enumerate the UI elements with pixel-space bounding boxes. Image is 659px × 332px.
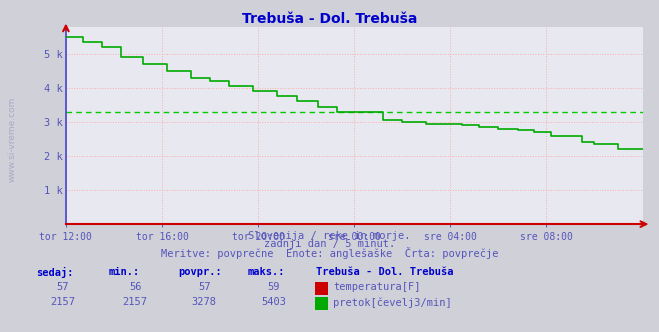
Text: maks.:: maks.:: [247, 267, 285, 277]
Text: Trebuša - Dol. Trebuša: Trebuša - Dol. Trebuša: [242, 12, 417, 26]
Text: min.:: min.:: [109, 267, 140, 277]
Text: 5403: 5403: [261, 297, 286, 307]
Text: 2157: 2157: [50, 297, 75, 307]
Text: Meritve: povprečne  Enote: anglešaške  Črta: povprečje: Meritve: povprečne Enote: anglešaške Črt…: [161, 247, 498, 259]
Text: 2157: 2157: [123, 297, 148, 307]
Text: Trebuša - Dol. Trebuša: Trebuša - Dol. Trebuša: [316, 267, 454, 277]
Text: zadnji dan / 5 minut.: zadnji dan / 5 minut.: [264, 239, 395, 249]
Text: 56: 56: [129, 282, 141, 292]
Text: 59: 59: [268, 282, 279, 292]
Text: www.si-vreme.com: www.si-vreme.com: [7, 97, 16, 182]
Text: 57: 57: [198, 282, 210, 292]
Text: 57: 57: [57, 282, 69, 292]
Text: pretok[čevelj3/min]: pretok[čevelj3/min]: [333, 297, 452, 308]
Text: Slovenija / reke in morje.: Slovenija / reke in morje.: [248, 231, 411, 241]
Text: temperatura[F]: temperatura[F]: [333, 282, 421, 292]
Text: 3278: 3278: [192, 297, 217, 307]
Text: sedaj:: sedaj:: [36, 267, 74, 278]
Text: povpr.:: povpr.:: [178, 267, 221, 277]
